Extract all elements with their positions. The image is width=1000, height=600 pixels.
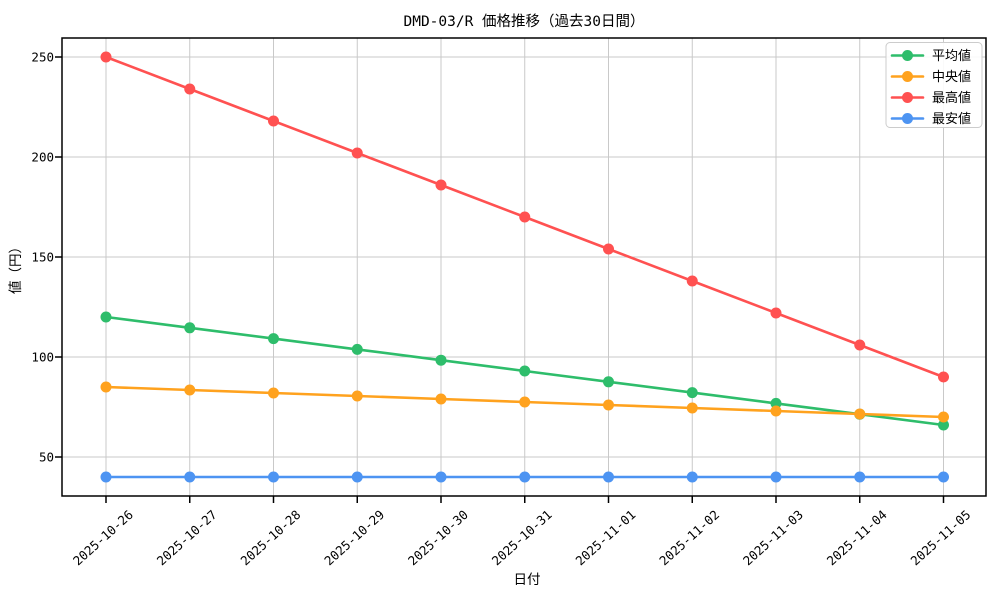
series-marker-median	[435, 393, 447, 405]
series-marker-min	[854, 471, 866, 483]
series-layer	[100, 51, 949, 483]
y-axis-label: 値（円）	[8, 240, 24, 294]
series-marker-min	[268, 471, 279, 483]
x-tick-label: 2025-10-26	[70, 507, 136, 569]
y-tick-label: 200	[31, 150, 54, 165]
legend-marker-median	[902, 71, 913, 82]
legend-label-average: 平均値	[932, 48, 971, 64]
series-marker-median	[184, 384, 196, 396]
x-tick-label: 2025-11-01	[573, 507, 639, 569]
series-marker-max	[686, 275, 698, 287]
legend-label-median: 中央値	[932, 69, 971, 85]
x-tick-label: 2025-10-30	[405, 507, 471, 569]
series-marker-average	[184, 322, 196, 334]
x-tick-label: 2025-10-29	[321, 507, 387, 569]
series-marker-average	[100, 311, 112, 323]
x-tick-label: 2025-11-04	[824, 507, 890, 569]
series-marker-average	[603, 376, 614, 388]
x-tick-label: 2025-11-03	[740, 507, 806, 569]
series-marker-min	[938, 471, 949, 483]
ticks-layer: 2025-10-26 2025-10-27 2025-10-28 2025-10-29…	[31, 50, 973, 569]
series-marker-min	[686, 471, 698, 483]
series-marker-average	[435, 354, 447, 366]
chart-title: DMD-03/R 価格推移（過去30日間）	[403, 13, 644, 30]
series-marker-max	[100, 51, 112, 63]
x-tick-label: 2025-10-28	[238, 507, 304, 569]
series-marker-median	[351, 390, 363, 402]
series-marker-median	[268, 387, 279, 399]
series-marker-median	[100, 381, 112, 393]
series-marker-max	[351, 147, 363, 159]
series-marker-average	[770, 397, 782, 409]
series-marker-max	[184, 83, 196, 95]
series-marker-median	[519, 396, 531, 408]
series-marker-min	[100, 471, 112, 483]
series-marker-average	[938, 419, 949, 431]
legend-marker-average	[902, 50, 913, 61]
series-marker-median	[938, 411, 949, 423]
series-marker-median	[686, 402, 698, 414]
series-marker-min	[603, 471, 614, 483]
plot-border	[61, 37, 987, 497]
series-marker-median	[603, 399, 614, 411]
gridlines-layer	[62, 38, 986, 496]
series-marker-max	[770, 307, 782, 319]
legend-marker-max	[902, 92, 913, 103]
x-tick-label: 2025-11-05	[908, 507, 974, 569]
series-marker-min	[435, 471, 447, 483]
series-marker-min	[770, 471, 782, 483]
series-marker-max	[603, 243, 614, 255]
y-tick-label: 250	[31, 50, 54, 65]
series-marker-max	[435, 179, 447, 191]
series-marker-max	[519, 211, 531, 223]
x-tick-label: 2025-10-31	[489, 507, 555, 569]
x-axis-label: 日付	[514, 572, 541, 588]
series-marker-max	[268, 115, 279, 127]
y-tick-label: 50	[39, 450, 54, 465]
series-marker-max	[938, 371, 949, 383]
legend-label-min: 最安値	[932, 111, 971, 127]
series-marker-median	[854, 408, 866, 420]
series-marker-median	[770, 405, 782, 417]
series-marker-min	[351, 471, 363, 483]
series-marker-average	[351, 343, 363, 355]
y-tick-label: 100	[31, 350, 54, 365]
series-marker-average	[268, 333, 279, 345]
legend-marker-min	[902, 113, 913, 124]
legend-label-max: 最高値	[932, 90, 971, 106]
x-tick-label: 2025-11-02	[656, 507, 722, 569]
series-marker-average	[686, 387, 698, 399]
y-tick-label: 150	[31, 250, 54, 265]
x-tick-label: 2025-10-27	[154, 507, 220, 569]
legend-box	[885, 42, 983, 128]
series-marker-min	[184, 471, 196, 483]
series-marker-average	[519, 365, 531, 377]
series-marker-min	[519, 471, 531, 483]
series-marker-max	[854, 339, 866, 351]
